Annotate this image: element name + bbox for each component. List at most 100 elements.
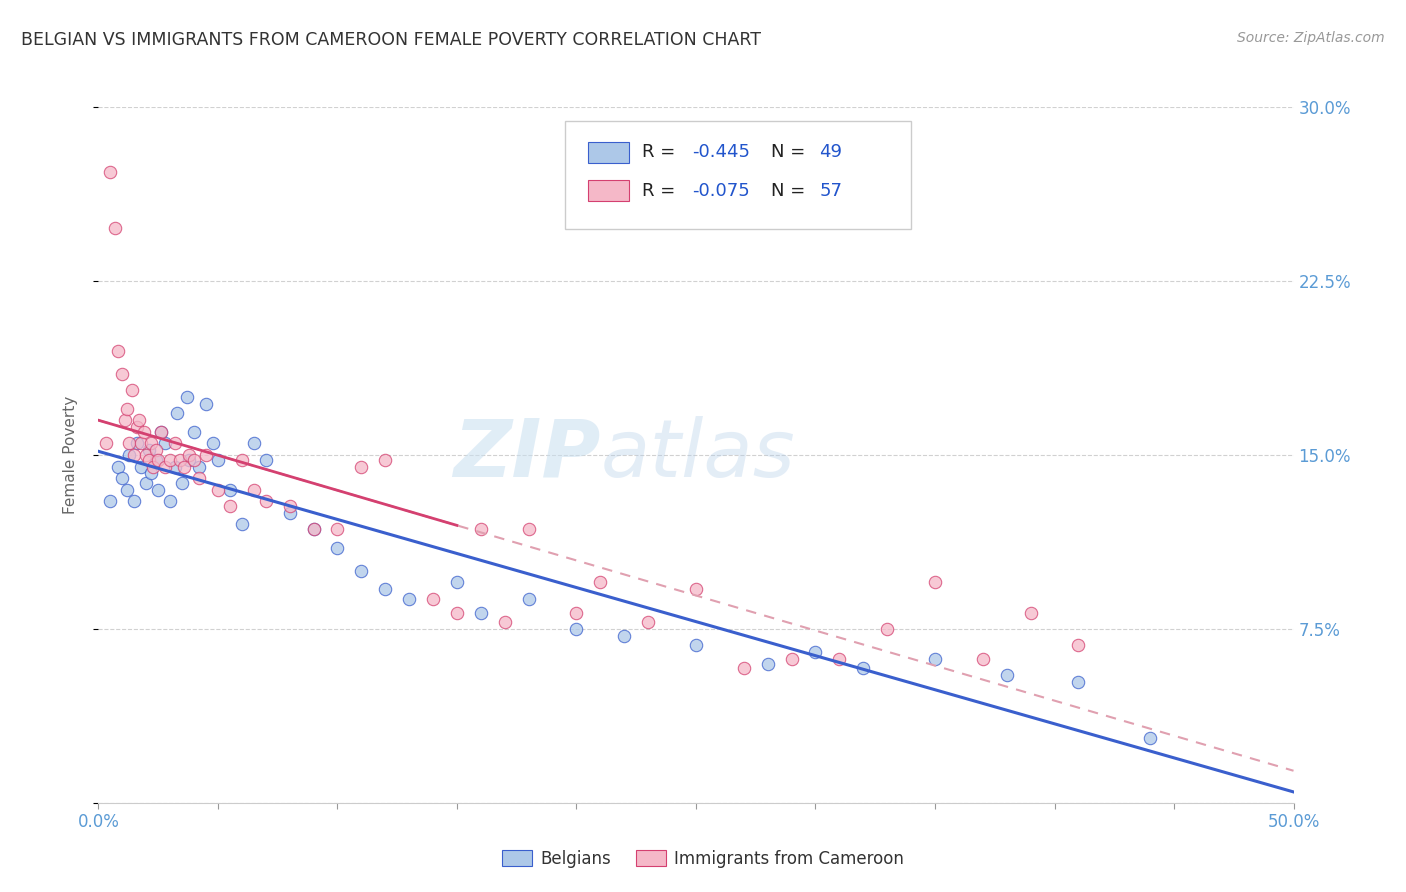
Text: -0.075: -0.075 [692,182,751,200]
Point [278,506,301,520]
Point [183,425,205,439]
Point [148,452,170,467]
FancyBboxPatch shape [589,180,628,201]
Point [114,413,136,427]
Point [121,383,143,397]
Point [149,425,172,439]
Point [207,483,229,497]
Point [138,443,160,458]
Point [446,575,468,590]
Point [145,443,167,458]
Text: 57: 57 [820,182,842,200]
Text: R =: R = [643,182,681,200]
Point [637,615,659,629]
Point [104,220,127,235]
Text: R =: R = [643,144,681,161]
Point [924,575,946,590]
Point [94,436,117,450]
Point [131,459,153,474]
Point [326,541,349,555]
Point [202,436,225,450]
Point [243,483,266,497]
Point [115,483,138,497]
Point [98,494,122,508]
Point [1019,606,1042,620]
Point [159,494,181,508]
Point [733,661,755,675]
Point [131,436,153,450]
Point [179,452,201,467]
Point [231,517,253,532]
Point [972,652,994,666]
Point [139,467,162,481]
Point [446,606,468,620]
Point [350,564,373,578]
Point [517,522,540,536]
Point [163,436,186,450]
Point [219,483,242,497]
Point [173,459,195,474]
Point [135,475,157,490]
Point [326,522,349,536]
Point [302,522,325,536]
Point [219,499,242,513]
Point [494,615,516,629]
Point [613,629,636,643]
Point [163,459,186,474]
Point [142,459,165,474]
Point [756,657,779,671]
Point [207,452,229,467]
Point [125,436,148,450]
Point [111,471,134,485]
Point [155,436,177,450]
Point [159,452,181,467]
Text: ZIP: ZIP [453,416,600,494]
Point [148,483,170,497]
Point [1067,675,1090,690]
Point [685,582,707,597]
Point [254,452,277,467]
Y-axis label: Female Poverty: Female Poverty [63,396,77,514]
Text: -0.445: -0.445 [692,144,751,161]
Point [132,425,155,439]
Point [172,475,194,490]
Point [254,494,277,508]
Point [876,622,898,636]
Point [166,406,188,420]
Point [828,652,851,666]
Point [187,459,209,474]
Point [780,652,803,666]
Point [149,425,172,439]
Point [124,448,146,462]
Point [155,459,177,474]
Point [139,436,162,450]
Point [422,591,444,606]
Point [589,575,612,590]
Point [565,622,588,636]
Point [374,452,396,467]
Point [231,452,253,467]
Point [111,367,134,381]
Point [107,459,129,474]
Point [685,638,707,652]
Point [302,522,325,536]
Point [145,452,167,467]
Point [107,343,129,358]
Text: Source: ZipAtlas.com: Source: ZipAtlas.com [1237,31,1385,45]
Point [118,448,141,462]
Point [118,436,141,450]
Point [470,606,492,620]
Point [187,471,209,485]
Point [183,452,205,467]
Point [194,397,218,411]
Point [278,499,301,513]
Text: BELGIAN VS IMMIGRANTS FROM CAMEROON FEMALE POVERTY CORRELATION CHART: BELGIAN VS IMMIGRANTS FROM CAMEROON FEMA… [21,31,761,49]
Point [124,494,146,508]
Point [517,591,540,606]
Point [128,413,150,427]
Point [804,645,827,659]
Point [350,459,373,474]
Point [470,522,492,536]
Point [135,448,157,462]
Point [995,668,1018,682]
